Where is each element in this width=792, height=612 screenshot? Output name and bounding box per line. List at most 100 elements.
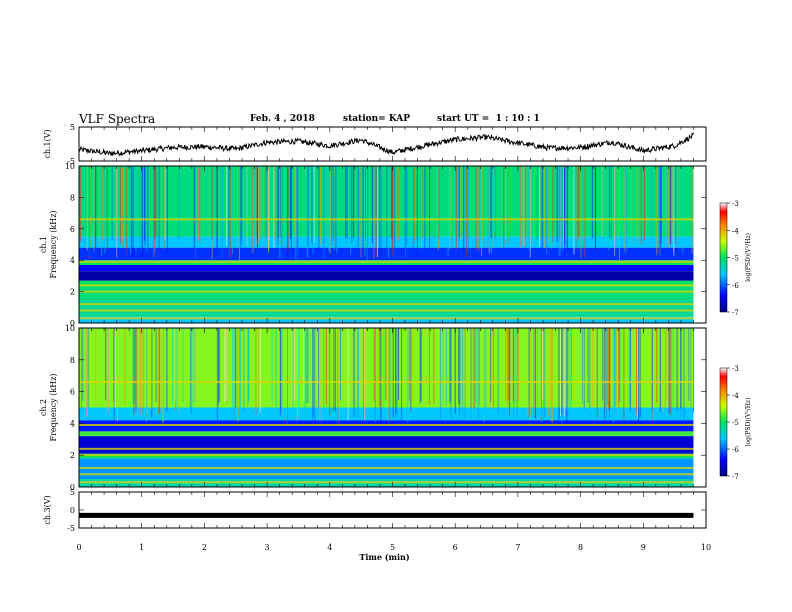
x-tick-label: 5: [390, 543, 395, 552]
spectrogram-streak: [437, 166, 439, 251]
spectrogram-streak: [192, 328, 194, 410]
spectrogram-streak: [385, 328, 387, 401]
spectrogram-streak: [85, 328, 87, 418]
spectrogram-streak: [364, 328, 365, 420]
spectrogram-streak: [536, 166, 538, 240]
y-tick-label: 6: [70, 388, 75, 397]
y-tick-label: 10: [65, 162, 75, 171]
narrowband-line: [79, 309, 694, 312]
spectrogram-streak: [297, 166, 299, 255]
spectrogram-streak: [363, 166, 365, 248]
x-tick-label: 2: [202, 543, 207, 552]
spectrogram-streak: [381, 166, 383, 247]
spectrogram-streak: [132, 328, 134, 405]
x-tick-label: 1: [139, 543, 144, 552]
spectrogram-streak: [561, 328, 563, 424]
spectrogram-streak: [360, 166, 362, 258]
spectrogram-streak: [258, 166, 259, 244]
spectrogram-streak: [130, 166, 131, 254]
spectrogram-streak: [419, 328, 421, 404]
spectrogram-streak: [673, 166, 674, 252]
spectrogram-streak: [188, 166, 190, 243]
spectrogram-streak: [623, 166, 625, 246]
spectrogram-streak: [139, 166, 140, 247]
spectrogram-streak: [582, 328, 583, 404]
y-tick-label: 2: [70, 288, 75, 297]
spectrogram-streak: [374, 328, 376, 423]
spectrogram-streak: [379, 166, 381, 255]
spectrogram-streak: [116, 166, 118, 258]
spectrogram-streak: [95, 328, 97, 406]
narrowband-line: [79, 260, 694, 263]
spectrogram-band: [79, 236, 694, 248]
spectrogram-streak: [602, 328, 604, 401]
spectrogram-streak: [356, 328, 358, 420]
panel-frame: [78, 491, 707, 529]
spectrogram-streak: [552, 328, 553, 423]
spectrogram-streak: [226, 166, 228, 246]
spectrogram-streak: [521, 166, 523, 246]
spectrogram-streak: [135, 166, 137, 252]
spectrogram-streak: [539, 166, 541, 247]
spectrogram-streak: [147, 166, 149, 251]
spectrogram-streak: [564, 328, 566, 417]
spectrogram-streak: [512, 328, 514, 402]
spectrogram-streak: [206, 166, 208, 247]
spectrogram-streak: [358, 328, 359, 418]
spectrogram-streak: [611, 166, 612, 240]
spectrogram-streak: [449, 166, 451, 249]
y-axis-label: ch.1(V): [43, 129, 52, 158]
spectrogram-streak: [651, 166, 653, 243]
spectrogram-streak: [176, 328, 178, 410]
y-axis-label: ch.2: [39, 399, 48, 416]
spectrogram-streak: [142, 166, 143, 257]
spectrogram-streak: [524, 166, 526, 248]
ch2-colorbar: [719, 367, 728, 477]
x-tick-label: 0: [76, 543, 81, 552]
spectrogram-streak: [218, 328, 219, 406]
spectrogram-streak: [333, 166, 335, 243]
spectrogram-streak: [420, 328, 422, 402]
spectrogram-streak: [323, 328, 325, 405]
spectrogram-streak: [638, 328, 639, 422]
spectrogram-streak: [569, 328, 571, 417]
spectrogram-streak: [318, 166, 320, 257]
spectrogram-streak: [397, 166, 399, 242]
spectrogram-streak: [691, 166, 693, 254]
spectrogram-streak: [364, 166, 366, 256]
spectrogram-streak: [87, 328, 89, 409]
spectrogram-streak: [421, 166, 423, 239]
spectrogram-streak: [101, 166, 103, 256]
spectrogram-streak: [542, 328, 543, 400]
spectrogram-streak: [690, 328, 692, 411]
x-tick-label: 10: [701, 543, 711, 552]
spectrogram-streak: [603, 328, 605, 420]
spectrogram-streak: [106, 166, 108, 250]
spectrogram-streak: [428, 328, 430, 405]
spectrogram-streak: [292, 328, 294, 419]
spectrogram-streak: [576, 166, 578, 250]
spectrogram-streak: [454, 328, 456, 414]
spectrogram-streak: [573, 166, 575, 255]
y-axis-label: ch.3(V): [43, 495, 52, 524]
spectrogram-streak: [294, 328, 296, 402]
spectrogram-streak: [307, 328, 309, 403]
y-tick-label: -5: [67, 524, 75, 533]
spectrogram-streak: [550, 328, 552, 406]
spectrogram-streak: [591, 166, 593, 238]
spectrogram-streak: [433, 328, 435, 404]
spectrogram-streak: [263, 166, 265, 241]
observation-date: Feb. 4 , 2018: [250, 114, 315, 124]
spectrogram-streak: [236, 328, 238, 420]
spectrogram-streak: [237, 328, 239, 422]
spectrogram-streak: [365, 166, 366, 241]
spectrogram-streak: [596, 328, 598, 418]
spectrogram-streak: [548, 166, 550, 245]
spectrogram-streak: [416, 166, 418, 259]
spectrogram-streak: [166, 166, 168, 254]
spectrogram-streak: [351, 166, 353, 244]
spectrogram-streak: [379, 328, 381, 410]
spectrogram-streak: [619, 328, 621, 402]
spectrogram-streak: [464, 328, 466, 401]
spectrogram-streak: [194, 328, 196, 402]
